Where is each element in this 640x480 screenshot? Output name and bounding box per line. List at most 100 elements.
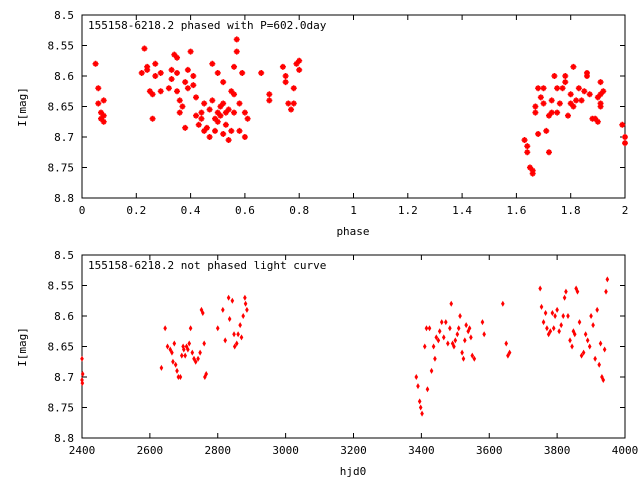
phased-data-point [537, 94, 544, 101]
phased-data-point [100, 97, 107, 104]
unphased-data-point [221, 306, 225, 313]
phased-data-point [573, 97, 580, 104]
phased-data-point [212, 115, 219, 122]
phased-data-point [266, 97, 273, 104]
phased-data-point [578, 97, 585, 104]
unphased-data-point [570, 343, 574, 350]
unphased-data-point [441, 334, 446, 341]
phased-data-point [190, 73, 197, 79]
unphased-data-point [553, 313, 557, 319]
unphased-data-point [575, 288, 580, 295]
unphased-data-point [192, 355, 196, 362]
unphased-data-point [464, 322, 468, 329]
phased-data-point [182, 79, 189, 86]
phased-data-point [554, 109, 561, 116]
phased-data-point [293, 60, 300, 67]
unphased-data-point [238, 322, 242, 329]
phased-data-point [168, 66, 175, 73]
unphased-data-point [163, 325, 167, 332]
unphased-data-point [541, 319, 546, 326]
unphased-data-point [187, 340, 192, 347]
phased-data-point [545, 112, 552, 119]
unphased-data-point [581, 349, 586, 356]
phased-data-point [562, 73, 569, 79]
unphased-data-point [193, 358, 198, 365]
unphased-data-point [593, 355, 597, 362]
unphased-data-point [223, 337, 228, 344]
phased-data-point [594, 94, 601, 101]
unphased-data-point [602, 346, 607, 353]
unphased-data-point [245, 306, 249, 313]
unphased-data-point [555, 306, 559, 313]
phased-data-point [290, 100, 297, 107]
unphased-data-point [538, 285, 542, 292]
unphased-y-tick-label: 8.8 [54, 432, 74, 445]
phased-data-point [201, 100, 208, 107]
unphased-data-point [424, 325, 429, 332]
phased-data-point [100, 118, 107, 125]
phased-data-point [95, 100, 102, 107]
unphased-data-point [453, 337, 458, 344]
unphased-data-point [431, 343, 436, 350]
unphased-data-point [456, 325, 461, 332]
unphased-data-point [446, 340, 450, 347]
phased-data-point [222, 109, 229, 116]
phased-y-tick-label: 8.55 [48, 40, 75, 53]
unphased-data-point [550, 309, 555, 316]
phased-data-point [220, 100, 227, 107]
unphased-x-tick-label: 3200 [340, 444, 367, 457]
unphased-data-point [507, 349, 512, 356]
phased-data-point [540, 100, 547, 107]
phased-data-point [535, 130, 542, 137]
unphased-data-point [420, 410, 424, 417]
unphased-data-point [452, 343, 456, 350]
unphased-data-point [416, 383, 420, 390]
unphased-data-point [203, 374, 207, 380]
phased-data-point [198, 109, 205, 116]
phased-data-point [157, 88, 164, 95]
unphased-data-point [587, 343, 592, 350]
unphased-data-point [243, 300, 248, 307]
unphased-points [80, 276, 610, 417]
unphased-data-point [501, 300, 505, 307]
unphased-data-point [198, 349, 202, 356]
unphased-data-point [504, 340, 509, 347]
unphased-chart: 155158-6218.2 not phased light curve hjd… [16, 249, 638, 478]
phased-data-point [567, 100, 574, 107]
unphased-data-point [425, 386, 430, 393]
phased-x-axis-label: phase [336, 225, 369, 238]
phased-data-point [548, 97, 555, 104]
unphased-data-point [429, 367, 434, 374]
unphased-data-point [461, 355, 466, 362]
phased-data-point [532, 103, 539, 110]
phased-data-point [187, 48, 194, 55]
unphased-data-point [595, 306, 599, 313]
phased-data-point [209, 60, 216, 67]
phased-data-point [296, 66, 303, 73]
phased-data-point [597, 103, 604, 110]
unphased-y-tick-label: 8.65 [48, 341, 75, 354]
phased-data-point [233, 48, 240, 55]
phased-data-point [231, 91, 238, 98]
phased-data-point [622, 140, 628, 147]
unphased-data-point [437, 328, 442, 335]
phased-data-point [152, 60, 159, 67]
phased-data-point [190, 82, 197, 89]
unphased-data-point [543, 309, 548, 316]
phased-data-point [206, 134, 213, 140]
phased-data-point [144, 63, 151, 70]
phased-data-point [258, 69, 265, 76]
unphased-data-point [583, 331, 588, 338]
phased-chart-title: 155158-6218.2 phased with P=602.0day [88, 19, 327, 32]
unphased-data-point [572, 331, 577, 338]
unphased-y-tick-label: 8.55 [48, 280, 75, 293]
phased-y-tick-label: 8.5 [54, 9, 74, 22]
unphased-data-point [455, 331, 460, 338]
phased-data-point [236, 100, 243, 107]
unphased-data-point [449, 300, 454, 307]
unphased-x-tick-label: 4000 [612, 444, 639, 457]
phased-data-point [543, 127, 550, 134]
unphased-data-point [601, 377, 606, 384]
phased-data-point [220, 130, 227, 137]
